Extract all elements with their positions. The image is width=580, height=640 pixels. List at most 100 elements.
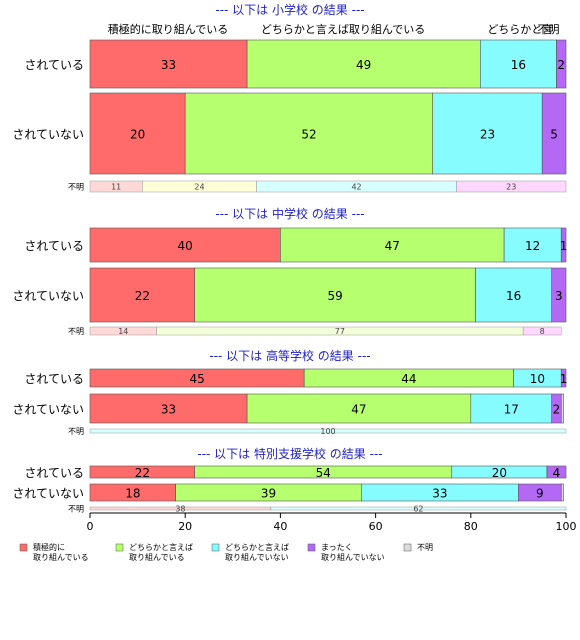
data-label: 39	[261, 487, 276, 501]
data-label: 17	[504, 403, 519, 417]
bar-segment	[560, 368, 567, 388]
unknown-data-label: 14	[118, 327, 128, 336]
bar-segment	[551, 267, 567, 323]
legend-label: まったく取り組んでいない	[321, 543, 385, 562]
row-label: されていない	[12, 128, 84, 142]
row-label: されていない	[12, 487, 84, 501]
data-label: 18	[125, 487, 140, 501]
data-label: 20	[130, 128, 145, 142]
legend-label: 積極的に取り組んでいる	[33, 542, 89, 562]
unknown-row-label: 不明	[68, 427, 84, 436]
top-category-label: どちらかと言	[487, 23, 553, 36]
legend-swatch	[19, 543, 28, 552]
data-label: 44	[401, 372, 416, 386]
top-category-label: 不明	[537, 23, 559, 36]
bar-segment	[556, 39, 567, 89]
bar-segment	[194, 267, 476, 323]
data-label: 2	[553, 403, 561, 417]
legend-swatch	[307, 543, 316, 552]
x-tick-label: 80	[464, 520, 478, 533]
unknown-data-label: 100	[320, 427, 335, 436]
row-label: されている	[24, 466, 84, 480]
data-label: 4	[553, 466, 561, 480]
data-label: 22	[135, 289, 150, 303]
top-category-label: 積極的に取り組んでいる	[108, 22, 228, 36]
data-label: 45	[189, 372, 204, 386]
data-label: 12	[525, 239, 540, 253]
data-label: 16	[506, 289, 521, 303]
data-label: 33	[161, 58, 176, 72]
unknown-row-label: 不明	[68, 505, 84, 514]
bar-segment	[475, 267, 553, 323]
legend-swatch	[403, 543, 412, 552]
unknown-data-label: 8	[540, 327, 545, 336]
x-tick-label: 100	[556, 520, 577, 533]
data-label: 10	[530, 372, 545, 386]
legend-swatch	[211, 543, 220, 552]
data-label: 22	[135, 466, 150, 480]
bar-segment	[246, 39, 481, 89]
bar-segment	[89, 393, 248, 424]
unknown-bar-segment	[89, 428, 567, 434]
bar-segment	[503, 227, 562, 263]
data-label: 9	[536, 487, 544, 501]
legend-swatch	[115, 543, 124, 552]
bar-segment	[184, 92, 434, 175]
data-label: 47	[351, 403, 366, 417]
unknown-data-label: 24	[194, 183, 204, 192]
data-label: 16	[511, 58, 526, 72]
row-label: されていない	[12, 403, 84, 417]
data-label: 5	[550, 128, 558, 142]
data-label: 1	[560, 372, 568, 386]
unknown-bar-segment	[522, 326, 562, 336]
data-label: 3	[555, 289, 563, 303]
data-label: 2	[557, 58, 565, 72]
group-title: --- 以下は 特別支援学校 の結果 ---	[197, 446, 382, 461]
legend-label: どちらかと言えば取り組んでいない	[225, 542, 289, 562]
group-title: --- 以下は 高等学校 の結果 ---	[209, 348, 370, 363]
x-tick-label: 60	[369, 520, 383, 533]
bar-segment	[89, 227, 281, 263]
data-label: 47	[385, 239, 400, 253]
data-label: 23	[480, 128, 495, 142]
x-tick-label: 40	[273, 520, 287, 533]
unknown-row-label: 不明	[68, 327, 84, 336]
legend-label: 不明	[417, 543, 433, 552]
unknown-data-label: 11	[111, 183, 121, 192]
unknown-row-label: 不明	[68, 183, 84, 192]
bar-segment	[560, 483, 564, 502]
legend-label: どちらかと言えば取り組んでいる	[129, 542, 193, 562]
unknown-data-label: 38	[175, 505, 185, 514]
unknown-data-label: 42	[351, 183, 361, 192]
row-label: されている	[24, 239, 84, 253]
bar-segment	[560, 227, 567, 263]
data-label: 1	[560, 239, 568, 253]
group-title: --- 以下は 小学校 の結果 ---	[215, 2, 364, 17]
row-label: されている	[24, 58, 84, 72]
bar-segment	[89, 267, 196, 323]
group-title: --- 以下は 中学校 の結果 ---	[215, 206, 364, 221]
x-tick-label: 20	[178, 520, 192, 533]
data-label: 49	[356, 58, 371, 72]
row-label: されている	[24, 372, 84, 386]
data-label: 33	[161, 403, 176, 417]
bar-segment	[560, 393, 564, 424]
data-label: 52	[301, 128, 316, 142]
data-label: 20	[492, 466, 507, 480]
data-label: 33	[432, 487, 447, 501]
top-category-label: どちらかと言えば取り組んでいる	[261, 23, 425, 36]
unknown-data-label: 23	[506, 183, 516, 192]
bar-segment	[432, 92, 543, 175]
unknown-data-label: 62	[413, 505, 423, 514]
unknown-bar-segment	[270, 506, 567, 511]
row-label: されていない	[12, 289, 84, 303]
unknown-data-label: 77	[335, 327, 345, 336]
bar-segment	[470, 393, 553, 424]
x-tick-label: 0	[87, 520, 94, 533]
data-label: 40	[178, 239, 193, 253]
bar-segment	[246, 393, 472, 424]
bar-segment	[546, 465, 567, 479]
bar-segment	[89, 92, 186, 175]
data-label: 59	[327, 289, 342, 303]
